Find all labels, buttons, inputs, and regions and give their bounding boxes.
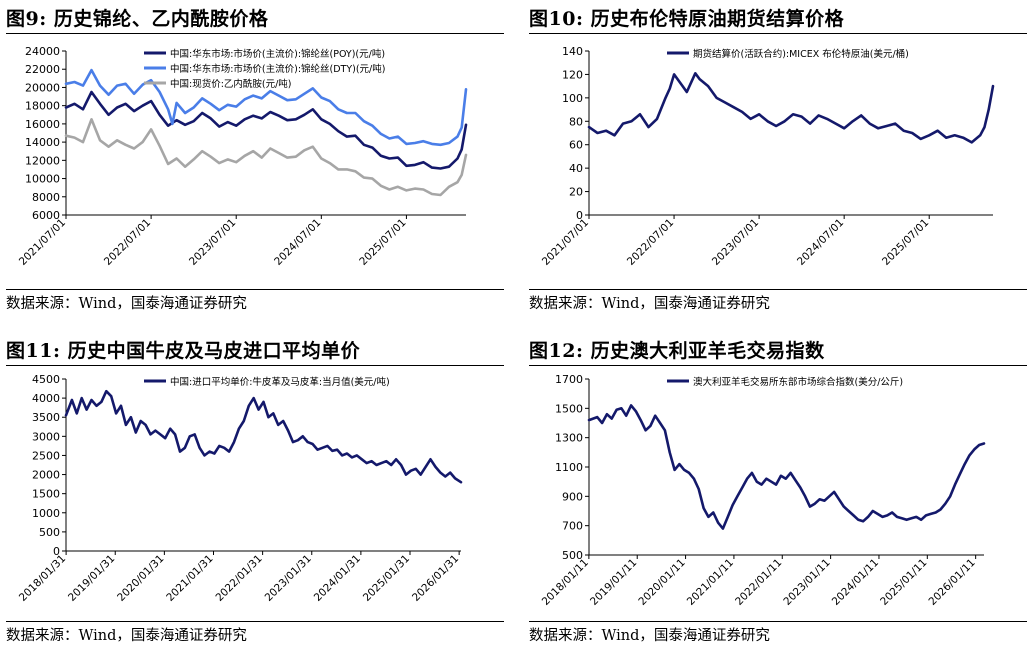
source-note: 数据来源：Wind，国泰海通证券研究 (6, 628, 247, 644)
y-tick-label: 2000 (32, 469, 60, 482)
x-tick-label: 2024/07/01 (272, 217, 323, 268)
y-tick-label: 1700 (555, 373, 583, 386)
y-tick-label: 3000 (32, 430, 60, 443)
legend-label: 中国:进口平均单价:牛皮革及马皮革:当月值(美元/吨) (170, 376, 390, 388)
source-note: 数据来源：Wind，国泰海通证券研究 (529, 628, 770, 644)
x-tick-label: 2021/07/01 (17, 217, 68, 268)
y-tick-label: 20 (569, 186, 583, 199)
bottom-rule (529, 621, 1027, 622)
y-tick-label: 18000 (25, 100, 60, 113)
y-tick-label: 100 (562, 92, 583, 105)
y-tick-label: 12000 (25, 154, 60, 167)
legend-label: 中国:华东市场:市场价(主流价):锦纶丝(POY)(元/吨) (170, 48, 385, 60)
x-tick-label: 2022/07/01 (102, 217, 153, 268)
x-tick-label: 2022/01/11 (733, 557, 784, 608)
legend-label: 中国:华东市场:市场价(主流价):锦纶丝(DTY)(元/吨) (170, 63, 385, 75)
y-tick-label: 0 (53, 545, 60, 558)
legend-label: 期货结算价(活跃合约):MICEX 布伦特原油(美元/桶) (693, 48, 909, 60)
y-tick-label: 0 (576, 209, 583, 222)
top-rule (6, 33, 504, 34)
y-tick-label: 10000 (25, 173, 60, 186)
series-line-2 (64, 68, 468, 147)
y-tick-label: 8000 (32, 191, 60, 204)
chart-title: 图11: 历史中国牛皮及马皮进口平均单价 (6, 340, 361, 362)
y-tick-label: 22000 (25, 63, 60, 76)
y-tick-label: 1500 (555, 402, 583, 415)
bottom-rule (529, 289, 1027, 290)
y-tick-label: 900 (562, 490, 583, 503)
series-line-1 (587, 404, 986, 530)
y-tick-label: 14000 (25, 136, 60, 149)
y-tick-label: 700 (562, 520, 583, 533)
x-tick-label: 2021/07/01 (540, 217, 591, 268)
y-tick-label: 40 (569, 162, 583, 175)
x-tick-label: 2021/01/11 (685, 557, 736, 608)
y-tick-label: 60 (569, 139, 583, 152)
y-tick-label: 1500 (32, 488, 60, 501)
x-tick-label: 2022/01/31 (213, 553, 264, 604)
legend-label: 澳大利亚羊毛交易所东部市场综合指数(美分/公斤) (693, 376, 903, 388)
y-tick-label: 16000 (25, 118, 60, 131)
x-tick-label: 2024/01/31 (312, 553, 363, 604)
x-tick-label: 2020/01/31 (115, 553, 166, 604)
x-tick-label: 2022/07/01 (625, 217, 676, 268)
x-tick-label: 2023/01/31 (263, 553, 314, 604)
y-tick-label: 80 (569, 115, 583, 128)
source-note: 数据来源：Wind，国泰海通证券研究 (529, 296, 770, 312)
chart-plot: 1700 1500 1300 1100 900 700 5002018/01/112019/… (540, 373, 986, 608)
top-rule (529, 365, 1027, 366)
chart-panel-1: 图9: 历史锦纶、乙内酰胺价格 24000 22000 20000 18000 1600… (6, 4, 504, 316)
y-tick-label: 4500 (32, 373, 60, 386)
series-line-1 (64, 389, 463, 484)
x-tick-label: 2025/01/11 (878, 557, 929, 608)
x-tick-label: 2023/01/11 (781, 557, 832, 608)
chart-title: 图10: 历史布伦特原油期货结算价格 (529, 8, 845, 30)
x-tick-label: 2019/01/31 (66, 553, 117, 604)
chart-title: 图12: 历史澳大利亚羊毛交易指数 (529, 340, 825, 362)
chart-panel-2: 图10: 历史布伦特原油期货结算价格 140 120 100 80 60 40 20 0 202… (529, 4, 1027, 316)
top-rule (6, 365, 504, 366)
chart-title: 图9: 历史锦纶、乙内酰胺价格 (6, 8, 269, 30)
y-tick-label: 1100 (555, 461, 583, 474)
x-tick-label: 2023/07/01 (187, 217, 238, 268)
x-tick-label: 2020/01/11 (636, 557, 687, 608)
x-tick-label: 2026/01/11 (926, 557, 977, 608)
y-tick-label: 24000 (25, 45, 60, 58)
x-tick-label: 2023/07/01 (710, 217, 761, 268)
y-tick-label: 500 (39, 526, 60, 539)
series-line-1 (587, 72, 995, 144)
x-tick-label: 2026/01/31 (410, 553, 461, 604)
y-tick-label: 500 (562, 549, 583, 562)
x-tick-label: 2018/01/11 (540, 557, 591, 608)
bottom-rule (6, 621, 504, 622)
chart-panel-4: 图12: 历史澳大利亚羊毛交易指数 1700 1500 1300 1100 900 700… (529, 336, 1027, 648)
y-tick-label: 140 (562, 45, 583, 58)
source-note: 数据来源：Wind，国泰海通证券研究 (6, 296, 247, 312)
x-tick-label: 2019/01/11 (588, 557, 639, 608)
bottom-rule (6, 289, 504, 290)
y-tick-label: 3500 (32, 411, 60, 424)
y-tick-label: 1300 (555, 432, 583, 445)
series-line-1 (64, 90, 468, 170)
y-tick-label: 1000 (32, 507, 60, 520)
chart-plot: 24000 22000 20000 18000 16000 14000 12000 10000… (17, 45, 468, 268)
series-line-3 (64, 118, 468, 197)
chart-plot: 4500 4000 3500 3000 2500 2000 1500 1000 500 02018… (17, 373, 463, 604)
y-tick-label: 20000 (25, 81, 60, 94)
x-tick-label: 2024/01/11 (830, 557, 881, 608)
y-tick-label: 2500 (32, 449, 60, 462)
y-tick-label: 120 (562, 68, 583, 81)
y-tick-label: 6000 (32, 209, 60, 222)
x-tick-label: 2025/07/01 (357, 217, 408, 268)
legend-label: 中国:现货价:乙内酰胺(元/吨) (170, 78, 292, 90)
x-tick-label: 2021/01/31 (164, 553, 215, 604)
x-tick-label: 2018/01/31 (17, 553, 68, 604)
x-tick-label: 2025/01/31 (361, 553, 412, 604)
y-tick-label: 4000 (32, 392, 60, 405)
x-tick-label: 2025/07/01 (880, 217, 931, 268)
x-tick-label: 2024/07/01 (795, 217, 846, 268)
top-rule (529, 33, 1027, 34)
chart-panel-3: 图11: 历史中国牛皮及马皮进口平均单价 4500 4000 3500 3000 250… (6, 336, 504, 648)
